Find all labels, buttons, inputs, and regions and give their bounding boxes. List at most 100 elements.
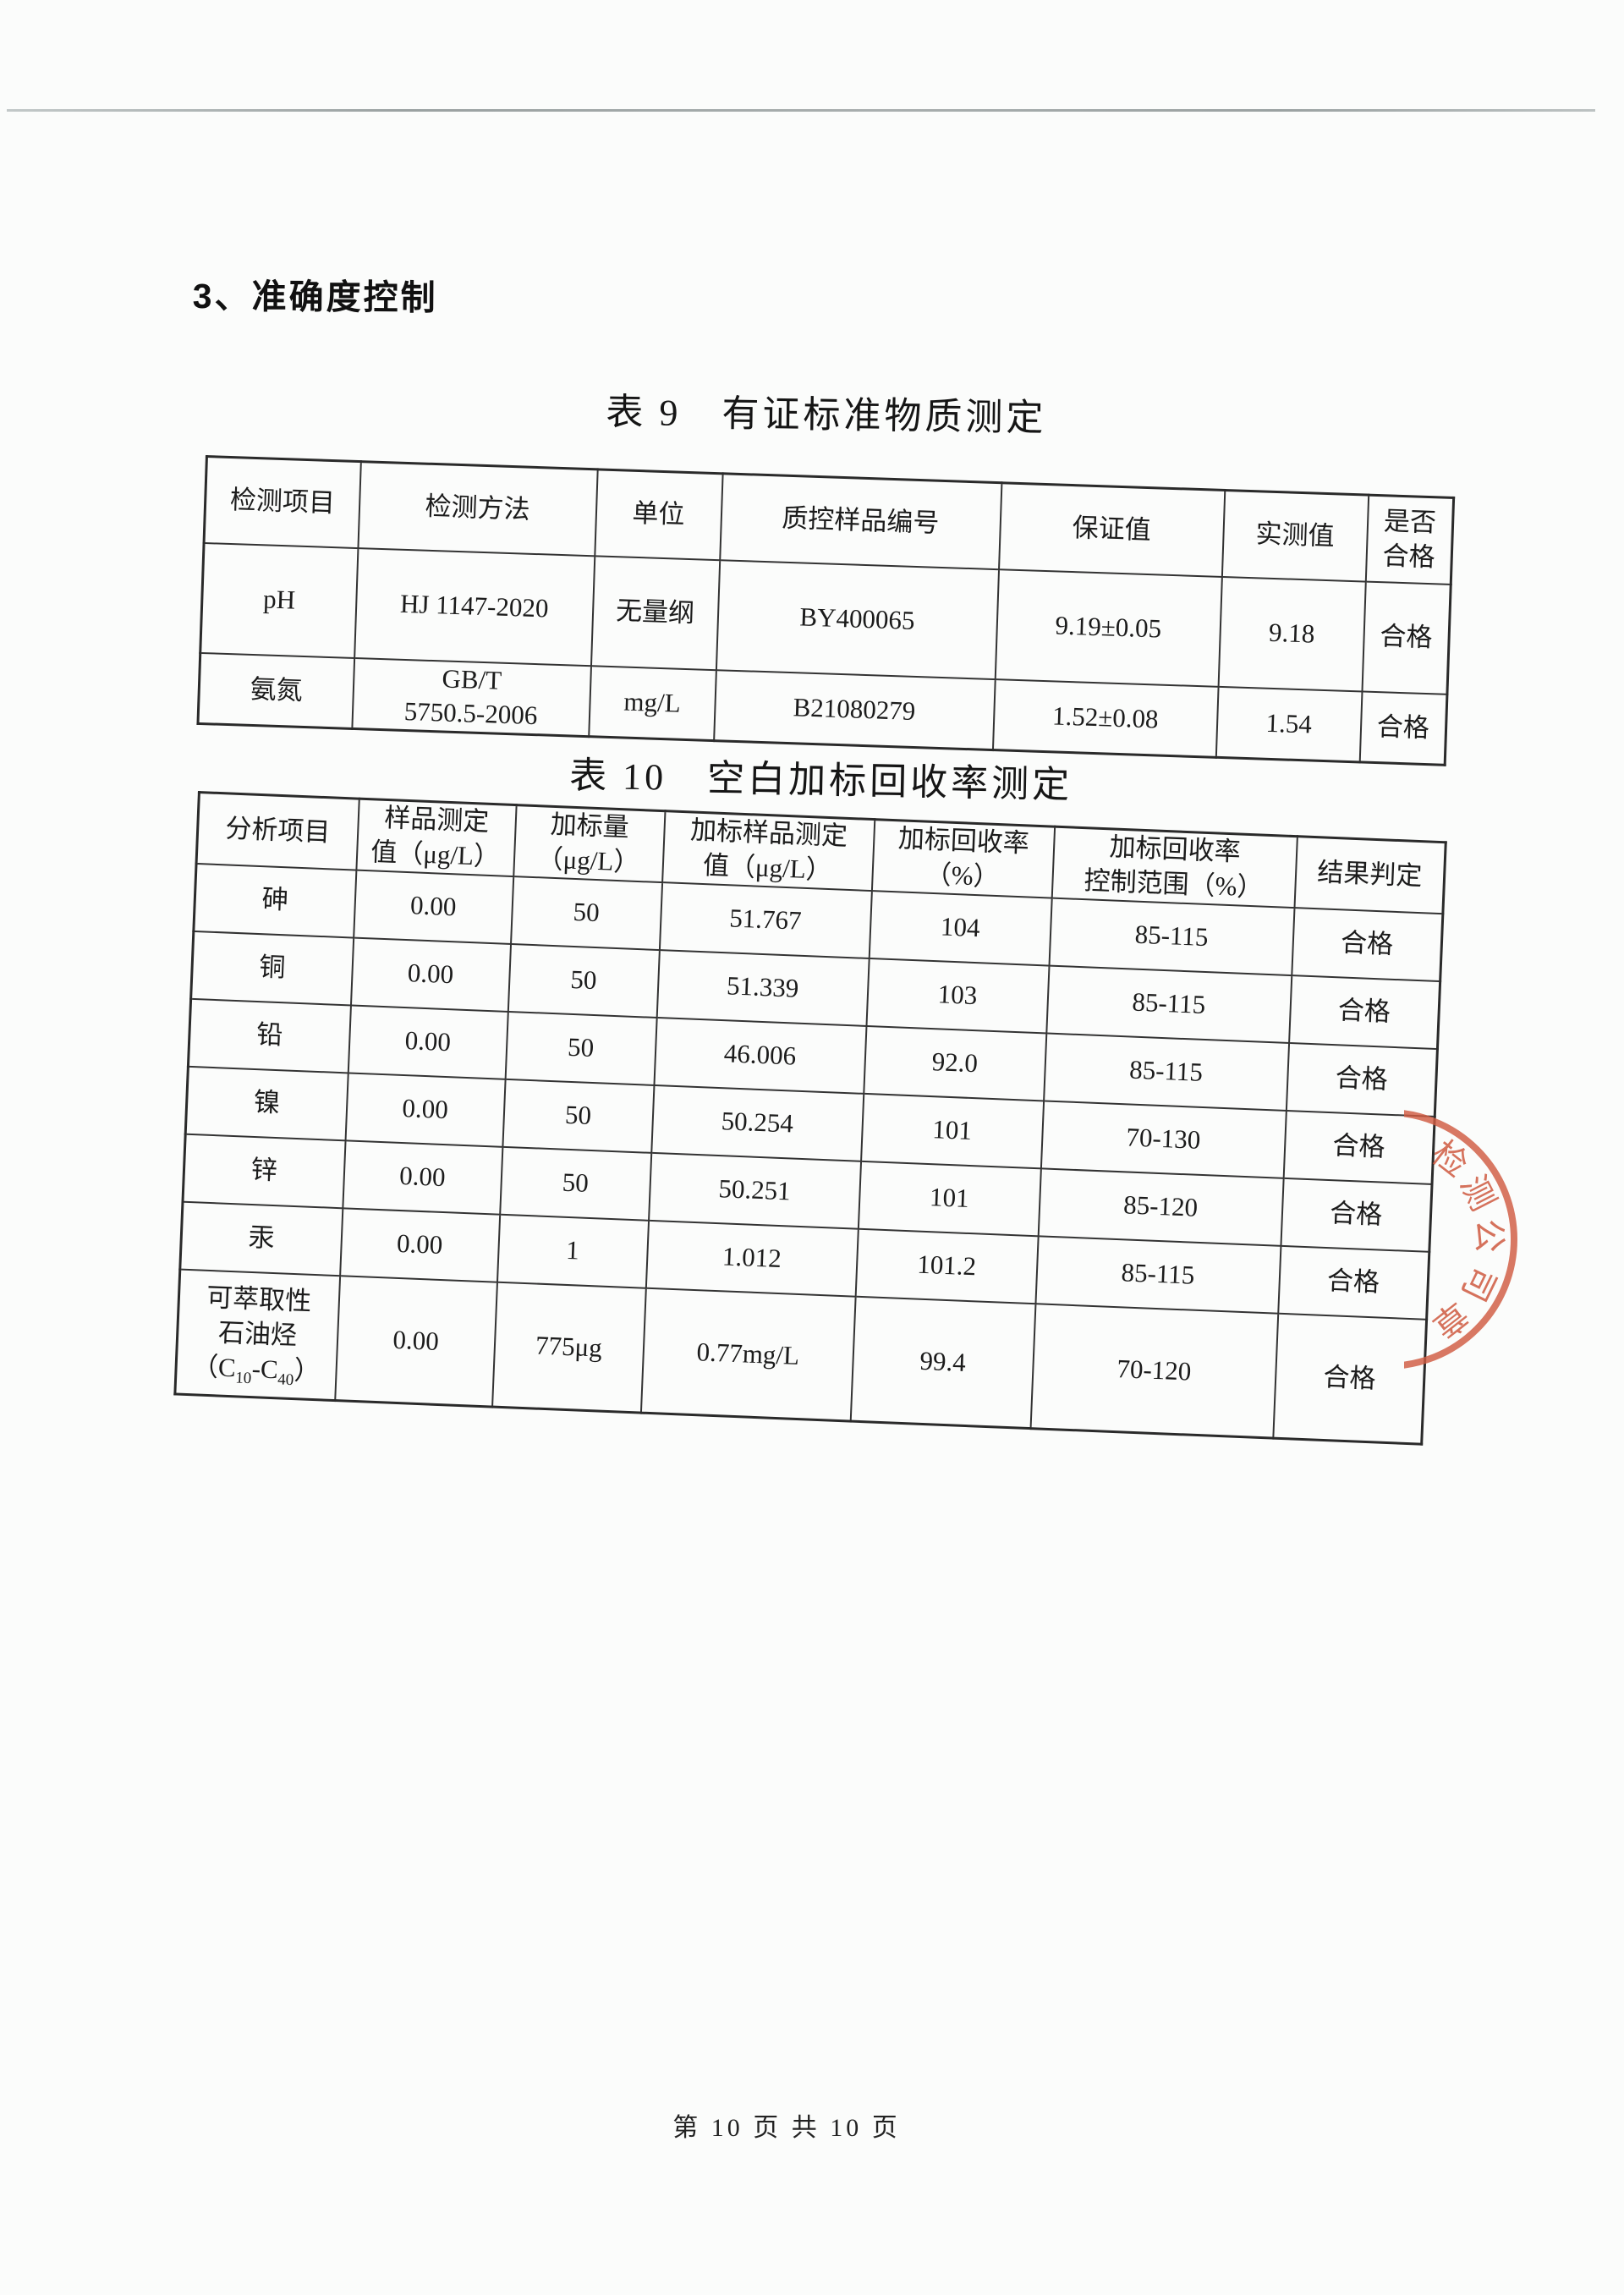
table-cell: 0.00 [350, 937, 511, 1012]
table-cell: 50 [508, 943, 660, 1018]
cell-line: 85-115 [1128, 1054, 1204, 1088]
table-cell: 1.54 [1215, 686, 1363, 763]
table-cell: 50.254 [650, 1084, 864, 1161]
cell-line: 无量纲 [615, 596, 695, 629]
table-cell: 合格 [1277, 1245, 1429, 1320]
cell-line: 1.54 [1265, 707, 1313, 739]
cell-line: 保证值 [1072, 513, 1152, 546]
table-cell: 无量纲 [590, 555, 720, 670]
cell-line: 加标量 [550, 809, 630, 843]
table-cell: 镍 [185, 1066, 348, 1141]
section-heading: 3、准确度控制 [192, 276, 438, 318]
table-cell: 0.00 [342, 1140, 502, 1215]
table-cell: 0.77mg/L [640, 1288, 856, 1422]
cell-line: 104 [940, 911, 981, 943]
table-cell: 汞 [179, 1201, 343, 1277]
cell-line: 实测值 [1255, 519, 1336, 552]
table-cell: 0.00 [334, 1276, 497, 1408]
table-cell: 46.006 [653, 1017, 866, 1094]
table-cell: 砷 [193, 863, 356, 938]
header-cell: 样品测定 值（μg/L） [355, 799, 517, 876]
table-cell: 合格 [1280, 1178, 1433, 1252]
table-cell: 51.767 [659, 881, 872, 958]
cell-line: 0.00 [401, 1093, 449, 1125]
table-9-certified-reference-material: 检测项目 检测方法 单位 质控样品编号 保证值 实测值 是否 合格 pH HJ 1147-2020… [196, 455, 1456, 767]
table-cell: 51.339 [656, 949, 870, 1026]
cell-line: 101.2 [916, 1249, 977, 1282]
table-cell: 85-115 [1045, 965, 1292, 1043]
table-cell: 50 [510, 876, 662, 950]
table-cell: 101 [858, 1161, 1041, 1237]
cell-line: 检测项目 [229, 485, 336, 519]
header-cell: 检测项目 [204, 456, 361, 548]
table-cell: mg/L [588, 665, 716, 741]
table-cell: 合格 [1291, 907, 1443, 981]
cell-line: 51.767 [728, 903, 803, 936]
cell-line: 0.00 [392, 1324, 440, 1357]
top-scan-rule [7, 109, 1595, 112]
cell-line: HJ 1147-2020 [399, 588, 549, 623]
table-cell: 1.52±0.08 [992, 678, 1219, 758]
header-cell: 质控样品编号 [719, 473, 1001, 569]
cell-line: 石油烃 [217, 1317, 298, 1351]
table-cell: 氨氮 [197, 652, 354, 729]
cell-line: （%） [924, 859, 1001, 892]
table-cell: 可萃取性 石油烃 （C10-C40） [174, 1269, 340, 1401]
table-cell: 合格 [1286, 1042, 1438, 1117]
cell-line: 99.4 [919, 1345, 967, 1378]
header-cell: 加标量 （μg/L） [513, 804, 665, 882]
table-cell: 85-120 [1038, 1168, 1284, 1246]
seal-glyph-fragment: 司 [1454, 1260, 1503, 1308]
table-cell: 50 [499, 1146, 651, 1221]
cell-line: 0.00 [396, 1228, 444, 1260]
table-cell: 50.251 [648, 1152, 861, 1229]
table-cell: GB/T 5750.5-2006 [351, 657, 591, 738]
cell-line: 单位 [631, 498, 686, 530]
table-cell: 1 [497, 1214, 649, 1288]
cell-line: 50.251 [717, 1173, 792, 1206]
cell-line: 775μg [535, 1330, 603, 1363]
cell-line: 101 [931, 1114, 973, 1146]
cell-line: 46.006 [723, 1038, 797, 1071]
header-cell: 加标回收率 （%） [871, 819, 1055, 898]
cell-line: 铜 [258, 952, 287, 983]
cell-line: 0.00 [407, 958, 454, 990]
table-cell: 85-115 [1043, 1033, 1289, 1111]
cell-line: 9.19±0.05 [1055, 610, 1162, 644]
cell-line: 是否 [1383, 506, 1437, 538]
cell-line: 合格 [1337, 995, 1391, 1028]
header-cell: 保证值 [998, 482, 1225, 577]
cell-line: 51.339 [726, 970, 800, 1004]
cell-line: 合格 [1322, 1362, 1377, 1394]
table-cell: 铜 [190, 931, 354, 1006]
cell-line: 合格 [1331, 1130, 1386, 1163]
table-cell: 50 [502, 1079, 654, 1153]
cell-line: 0.00 [409, 890, 458, 922]
table-cell: 9.19±0.05 [995, 568, 1222, 687]
cell-line: 0.00 [398, 1161, 447, 1193]
cell-line: 镍 [253, 1087, 281, 1118]
cell-line: 1 [565, 1235, 580, 1266]
cell-line: 85-115 [1131, 986, 1206, 1020]
cell-line: 合格 [1382, 540, 1436, 572]
table-cell: B21080279 [713, 669, 996, 750]
table-cell: 99.4 [850, 1296, 1035, 1429]
cell-line: B21080279 [793, 692, 916, 726]
cell-line: 合格 [1340, 927, 1394, 960]
table-cell: 0.00 [339, 1208, 500, 1282]
cell-line: 砷 [261, 884, 289, 915]
cell-line: （μg/L） [536, 843, 641, 877]
table-cell: 70-130 [1040, 1101, 1287, 1178]
cell-line: 1.012 [721, 1241, 782, 1274]
page-number-footer: 第 10 页 共 10 页 [672, 2114, 901, 2142]
table-cell: 合格 [1272, 1313, 1427, 1445]
header-cell: 是否 合格 [1365, 495, 1454, 585]
cell-line: 检测方法 [425, 491, 531, 525]
table-cell: 92.0 [863, 1025, 1046, 1101]
cell-line: 9.18 [1268, 617, 1315, 649]
table-cell: HJ 1147-2020 [354, 547, 595, 666]
table-cell: 0.00 [348, 1005, 508, 1079]
analyte-subscript-line: （C10-C40） [191, 1351, 321, 1390]
cell-line: 85-115 [1134, 919, 1210, 953]
